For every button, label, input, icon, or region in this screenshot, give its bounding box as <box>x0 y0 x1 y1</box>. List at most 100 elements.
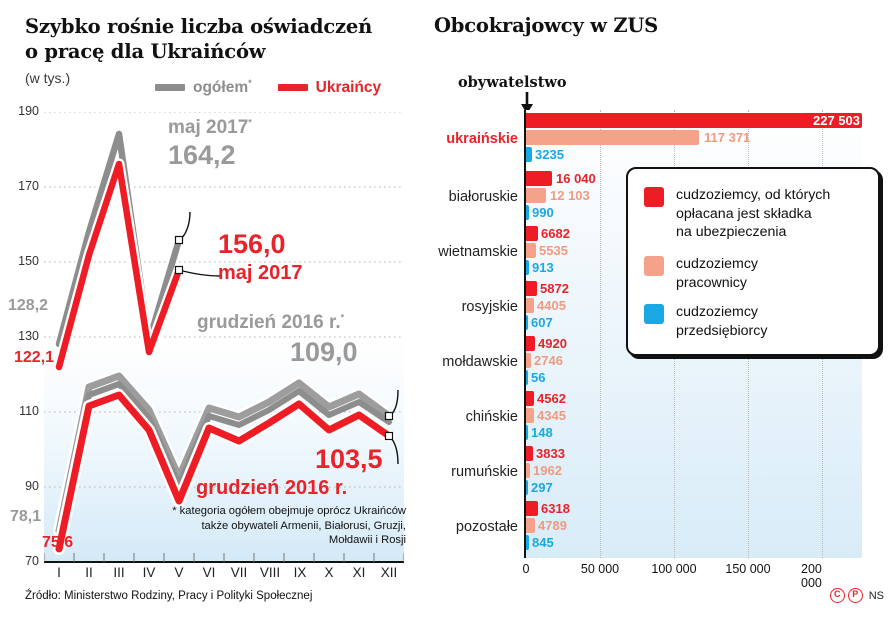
y-tick-110: 110 <box>19 404 39 418</box>
copyright-p-icon: P <box>847 588 863 603</box>
table-row: 117 371 <box>526 130 864 145</box>
left-x-axis-labels: I II III IV V VI VII VIII IX X XI XII <box>44 565 404 587</box>
bar-blue-bialoruskie <box>526 205 529 220</box>
right-chart-panel: Obcokrajowcy w ZUS obywatelstwo ukraińsk… <box>424 0 896 627</box>
right-y-axis <box>524 110 526 558</box>
footnote-line2: także obywateli Armenii, Białorusi, Gruz… <box>201 519 406 532</box>
left-chart-title: Szybko rośnie liczba oświadczeń o pracę … <box>25 14 405 64</box>
x-tick-VII: VII <box>230 565 248 580</box>
bar-salmon-wietnamskie <box>526 243 536 258</box>
x-tick-VI: VI <box>202 565 216 580</box>
series-ogolem-2017 <box>53 128 185 350</box>
table-row: 3833 <box>526 446 864 461</box>
table-row: 16 040 <box>526 171 864 186</box>
footnote-line1: * kategoria ogółem obejmuje oprócz Ukrai… <box>172 505 406 517</box>
table-row: 3235 <box>526 147 864 162</box>
annotation-start-total-2015: 78,1 <box>10 508 42 525</box>
series-ogolem-2016 <box>53 370 395 542</box>
bar-red-wietnamskie <box>526 226 538 241</box>
category-label-chinskie: chińskie <box>465 409 518 425</box>
y-tick-130: 130 <box>18 329 39 343</box>
left-line-plot <box>44 112 404 563</box>
left-plot-svg <box>44 112 404 563</box>
annotation-maj-2017-label: maj 2017* <box>168 117 252 138</box>
bar-salmon-pozostale <box>526 518 535 533</box>
bar-group-wietnamskie: wietnamskie 6682 5535 913 <box>438 226 864 275</box>
annotation-maj-2017-value: 164,2 <box>168 140 236 170</box>
bar-salmon-rosyjskie <box>526 298 534 313</box>
legend-swatch-gray-icon <box>155 84 185 92</box>
table-row: 607 <box>526 315 864 330</box>
y-tick-190: 190 <box>18 104 39 118</box>
category-label-rumunskie: rumuńskie <box>451 464 518 480</box>
annotation-grudzien-value: 109,0 <box>290 337 358 367</box>
legend-swatch-red-icon <box>277 84 308 92</box>
table-row: 4562 <box>526 391 864 406</box>
annotation-ukr-grudzien-label: grudzień 2016 r. <box>196 477 348 499</box>
x-tick-IX: IX <box>293 565 307 580</box>
bar-salmon-chinskie <box>526 408 534 423</box>
bar-blue-rumunskie <box>526 480 528 495</box>
left-title-line2: o pracę dla Ukraińców <box>25 40 266 63</box>
annotation-ukr-maj-label: maj 2017 <box>218 262 303 284</box>
bar-value-salmon-bialoruskie: 12 103 <box>550 188 590 203</box>
legend-item-pracownicy: cudzoziemcy pracownicy <box>644 255 862 292</box>
table-row: 297 <box>526 480 864 495</box>
gridline-50000 <box>600 110 602 558</box>
down-arrow-icon <box>521 92 533 114</box>
bar-salmon-ukrainskie <box>526 130 699 145</box>
category-label-rosyjskie: rosyjskie <box>461 299 518 315</box>
x-tick-150000: 150 000 <box>725 562 771 576</box>
x-tick-50000: 50 000 <box>580 562 620 576</box>
bar-group-ukrainskie: ukraińskie 227 503 117 371 3235 <box>446 113 864 162</box>
bar-red-chinskie <box>526 391 534 406</box>
bar-value-blue-bialoruskie: 990 <box>532 205 554 220</box>
bar-red-ukrainskie <box>526 113 862 128</box>
bar-value-red-rosyjskie: 5872 <box>540 281 569 296</box>
left-footnote: * kategoria ogółem obejmuje oprócz Ukrai… <box>88 504 406 548</box>
bar-value-red-bialoruskie: 16 040 <box>556 171 596 186</box>
bar-value-salmon-rumunskie: 1962 <box>533 463 562 478</box>
x-tick-I: I <box>57 565 61 580</box>
legend-item-skladka: cudzoziemcy, od których opłacana jest sk… <box>644 186 862 242</box>
bar-red-bialoruskie <box>526 171 552 186</box>
bar-group-moldawskie: mołdawskie 4920 2746 56 <box>442 336 864 385</box>
copyright-mark: C P NS <box>829 588 884 603</box>
table-row: 6682 <box>526 226 864 241</box>
bar-value-blue-rosyjskie: 607 <box>531 315 553 330</box>
bar-value-salmon-rosyjskie: 4405 <box>537 298 566 313</box>
y-tick-90: 90 <box>25 479 39 493</box>
table-row: 4405 <box>526 298 864 313</box>
table-row: 4345 <box>526 408 864 423</box>
bar-value-red-rumunskie: 3833 <box>536 446 565 461</box>
bar-value-red-pozostale: 6318 <box>541 501 570 516</box>
annotation-ukr-maj-value: 156,0 <box>218 229 286 259</box>
bar-value-blue-pozostale: 845 <box>532 535 554 550</box>
left-title-line1: Szybko rośnie liczba oświadczeń <box>25 15 373 38</box>
bar-value-blue-chinskie: 148 <box>531 425 553 440</box>
y-tick-70: 70 <box>25 554 39 568</box>
table-row: 6318 <box>526 501 864 516</box>
right-chart-legend-box: cudzoziemcy, od których opłacana jest sk… <box>626 167 880 356</box>
table-row: 56 <box>526 370 864 385</box>
x-tick-0: 0 <box>522 562 530 576</box>
series-ukraincy-2017 <box>53 158 185 373</box>
annotation-grudzien-label: grudzień 2016 r.* <box>197 312 345 333</box>
table-row: 845 <box>526 535 864 550</box>
bar-blue-moldawskie <box>526 370 528 385</box>
table-row: 5872 <box>526 281 864 296</box>
x-tick-XII: XII <box>380 565 398 580</box>
bar-salmon-rumunskie <box>526 463 530 478</box>
table-row: 4789 <box>526 518 864 533</box>
bar-group-rosyjskie: rosyjskie 5872 4405 607 <box>462 281 864 330</box>
copyright-ns-label: NS <box>868 589 884 602</box>
table-row: 12 103 <box>526 188 864 203</box>
bar-value-blue-rumunskie: 297 <box>531 480 553 495</box>
left-endpoint-markers <box>174 235 394 441</box>
x-tick-III: III <box>113 565 125 580</box>
table-row: 1962 <box>526 463 864 478</box>
bar-value-salmon-moldawskie: 2746 <box>534 353 563 368</box>
table-row: 4920 <box>526 336 864 351</box>
bar-blue-pozostale <box>526 535 529 550</box>
